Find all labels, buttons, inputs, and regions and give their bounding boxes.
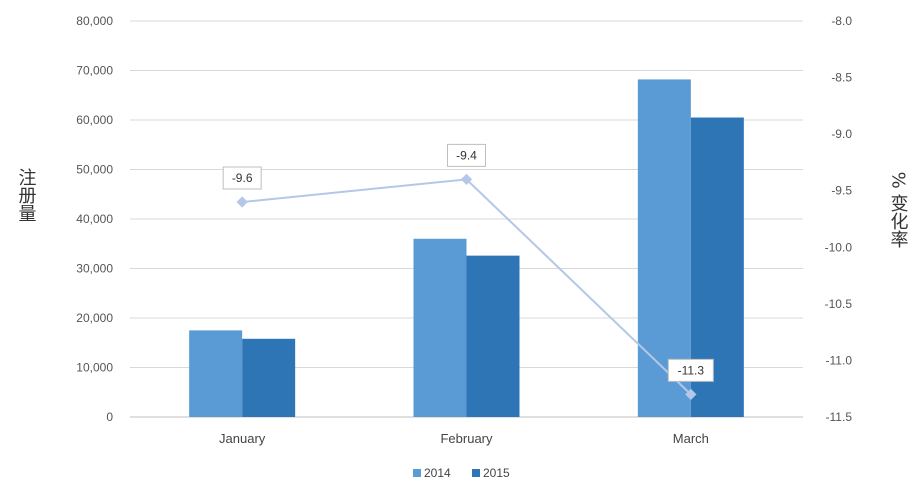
data-label-box	[667, 358, 714, 382]
bar-series	[189, 79, 744, 418]
legend-swatch-2014	[413, 469, 421, 477]
data-label-box	[447, 143, 486, 167]
bar-2015-january	[242, 338, 296, 417]
left-tick-label: 70,000	[76, 64, 113, 78]
right-axis-title: % 变化率	[888, 172, 909, 249]
left-tick-label: 40,000	[76, 212, 113, 226]
right-tick-label: -8.5	[831, 71, 852, 85]
right-tick-label: -9.5	[831, 184, 852, 198]
category-label: February	[440, 431, 493, 446]
right-axis-ticks: -8.0 -8.5 -9.0 -9.5 -10.0 -10.5 -11.0 -11.5	[825, 14, 853, 424]
legend-label-2014: 2014	[424, 466, 451, 480]
legend-swatch-2015	[472, 469, 480, 477]
left-tick-label: 20,000	[76, 311, 113, 325]
category-label: March	[673, 431, 709, 446]
bar-2014-february	[413, 238, 467, 417]
right-tick-label: -11.5	[826, 410, 853, 424]
line-point-marker	[236, 196, 248, 208]
bar-2015-february	[466, 255, 520, 417]
left-tick-label: 10,000	[76, 361, 113, 375]
left-tick-label: 60,000	[76, 113, 113, 127]
legend: 2014 2015	[413, 466, 510, 480]
left-tick-label: 0	[106, 410, 113, 424]
right-tick-label: -10.0	[825, 240, 853, 254]
data-label: -11.3	[678, 363, 705, 377]
left-tick-label: 80,000	[76, 14, 113, 28]
left-axis-ticks: 80,000 70,000 60,000 50,000 40,000 30,000 20,0…	[76, 14, 113, 424]
right-tick-label: -11.0	[826, 353, 853, 367]
right-tick-label: -10.5	[825, 297, 853, 311]
line-point-marker	[685, 388, 697, 401]
right-tick-label: -8.0	[831, 14, 852, 28]
category-axis-labels: January February March	[219, 431, 709, 446]
line-point-marker	[460, 173, 473, 186]
data-label-box	[222, 166, 262, 190]
bar-2014-january	[189, 330, 243, 417]
data-label: -9.6	[232, 171, 253, 185]
category-label: January	[219, 431, 266, 446]
line-series: -9.6 -9.4 -11.3	[222, 143, 714, 401]
left-tick-label: 50,000	[76, 163, 113, 177]
data-label: -9.4	[456, 148, 477, 162]
left-tick-label: 30,000	[76, 262, 113, 276]
right-tick-label: -9.0	[831, 127, 852, 141]
left-axis-title: 注册量	[16, 168, 37, 222]
legend-label-2015: 2015	[483, 466, 510, 480]
